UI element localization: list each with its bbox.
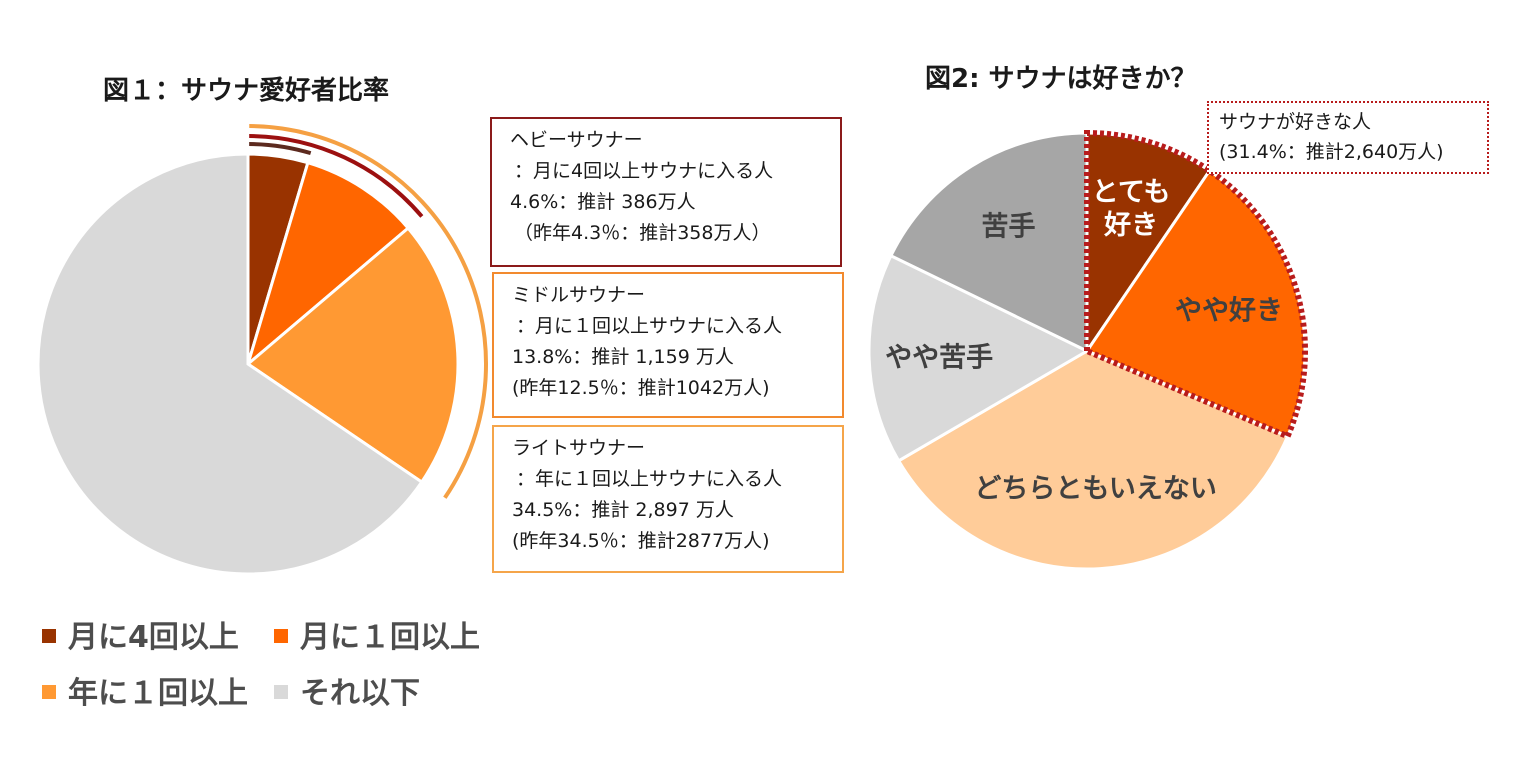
legend-swatch [42,629,56,643]
annotation-line: 13.8%：推計 1,159 万人 [512,346,734,368]
annotation-line: ：月に１回以上サウナに入る人 [516,315,783,337]
chart2-title: 図2: サウナは好きか？ [925,64,1197,94]
annotation-line: 4.6%：推計 386万人 [510,191,696,213]
pie2-slice-label: やや好き [1175,295,1283,326]
pie2-likes-outline [1084,129,1308,441]
callout-line: (31.4%：推計2,640万人) [1219,141,1444,163]
annotation-line: （昨年4.3％：推計358万人） [514,222,771,244]
pie2-slice-label: とても [1092,177,1171,208]
annotation-line: (昨年34.5％：推計2877万人) [512,530,770,552]
pie2-slice [867,253,1091,463]
pie1-bracket-arc [249,124,488,499]
legend-item: 月に4回以上 [42,612,239,656]
annotation-line: ：年に１回以上サウナに入る人 [516,468,783,490]
pie1-slice [36,152,424,576]
legend-label: 年に１回以上 [68,676,248,711]
annotation-line: 34.5%：推計 2,897 万人 [512,499,734,521]
pie2-slice-label: どちらともいえない [974,474,1216,505]
pie1-slice [245,226,460,485]
middle-sauna-annotation: ミドルサウナー ：月に１回以上サウナに入る人 13.8%：推計 1,159 万人… [492,272,844,418]
legend-item: 年に１回以上 [42,668,248,712]
legend-label: 月に4回以上 [68,620,239,655]
annotation-line: (昨年12.5％：推計1042万人) [512,377,770,399]
light-sauna-annotation: ライトサウナー ：年に１回以上サウナに入る人 34.5%：推計 2,897 万人… [492,425,844,573]
callout-line: サウナが好きな人 [1219,111,1372,133]
legend-swatch [274,629,288,643]
annotation-line: ：月に4回以上サウナに入る人 [514,160,774,182]
pie2-slice [888,131,1089,354]
heavy-sauna-annotation: ヘビーサウナー ：月に4回以上サウナに入る人 4.6%：推計 386万人 （昨年… [490,117,842,267]
pie2-slice-label: 苦手 [982,212,1036,243]
annotation-line: ミドルサウナー [512,284,646,306]
pie1-slice [245,160,411,369]
legend-label: 月に１回以上 [300,620,480,655]
likes-sauna-callout: サウナが好きな人 (31.4%：推計2,640万人) [1207,101,1489,174]
pie1-bracket-arc [249,142,312,156]
pie2-slice-label: 好き [1103,210,1158,241]
legend-label: それ以下 [300,676,420,711]
annotation-line: ヘビーサウナー [510,129,643,151]
legend-item: 月に１回以上 [274,612,480,656]
pie1-bracket-arc [249,134,424,218]
legend-swatch [42,685,56,699]
legend-item: それ以下 [274,668,420,712]
chart1-title: 図１：サウナ愛好者比率 [103,76,390,106]
annotation-line: ライトサウナー [512,437,646,459]
legend-swatch [274,685,288,699]
pie2-slice-label: やや苦手 [885,343,993,374]
